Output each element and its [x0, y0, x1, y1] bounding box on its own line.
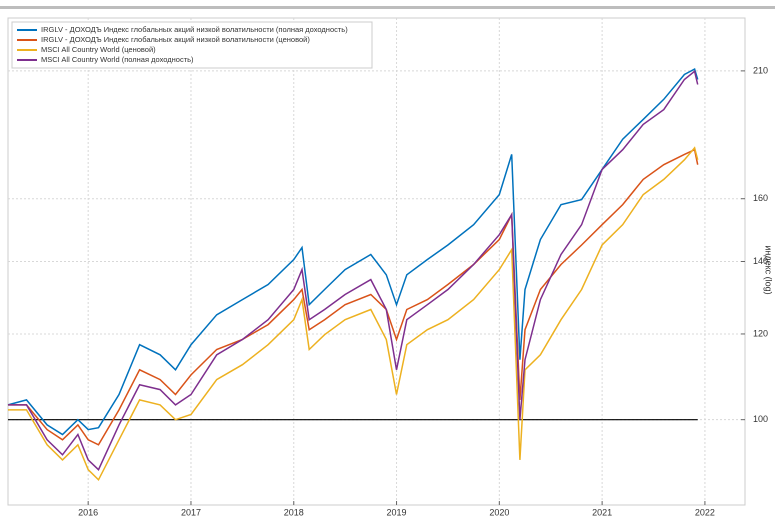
legend-box — [11, 21, 373, 69]
legend-label: MSCI All Country World (ценовой) — [41, 45, 156, 54]
top-bar — [0, 6, 775, 9]
series-line — [8, 69, 699, 471]
x-tick-label: 2016 — [78, 507, 98, 516]
x-tick-label: 2022 — [695, 507, 715, 516]
y-tick-label: 160 — [753, 193, 768, 203]
x-tick-label: 2017 — [181, 507, 201, 516]
x-tick-label: 2020 — [489, 507, 509, 516]
series-line — [8, 148, 699, 446]
y-tick-label: 140 — [753, 256, 768, 266]
legend: IRGLV - ДОХОДЪ Индекс глобальных акций н… — [11, 21, 373, 69]
y-tick-label: 120 — [753, 328, 768, 338]
legend-label: MSCI All Country World (полная доходност… — [41, 55, 194, 64]
series-line — [7, 68, 699, 436]
x-tick-label: 2019 — [387, 507, 407, 516]
series-line — [8, 146, 699, 482]
x-tick-label: 2018 — [284, 507, 304, 516]
x-tick-label: 2021 — [592, 507, 612, 516]
y-tick-label: 100 — [753, 414, 768, 424]
legend-label: IRGLV - ДОХОДЪ Индекс глобальных акций н… — [41, 35, 310, 44]
y-tick-label: 210 — [753, 65, 768, 75]
legend-label: IRGLV - ДОХОДЪ Индекс глобальных акций н… — [41, 25, 348, 34]
y-axis-label: индекс (log) — [764, 245, 774, 294]
